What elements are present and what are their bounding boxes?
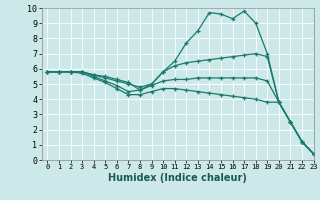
X-axis label: Humidex (Indice chaleur): Humidex (Indice chaleur) bbox=[108, 173, 247, 183]
